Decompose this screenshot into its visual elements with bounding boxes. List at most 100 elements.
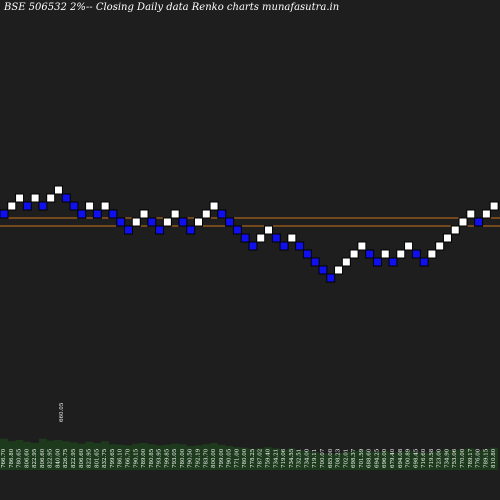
down-brick [310, 257, 320, 267]
x-tick-label: 826.75 [63, 448, 69, 468]
x-tick-label: 780.65 [17, 448, 23, 468]
x-tick-label: 789.17 [468, 448, 474, 468]
up-brick [450, 225, 460, 235]
x-tick-label: 806.60 [79, 448, 85, 468]
down-brick [108, 209, 118, 219]
up-brick [341, 257, 351, 267]
up-brick [194, 217, 203, 227]
x-tick-label: 734.55 [289, 448, 295, 468]
up-brick [357, 241, 367, 251]
x-tick-label: 790.05 [227, 448, 233, 468]
down-brick [123, 225, 133, 235]
x-tick-label: 734.00 [304, 448, 310, 468]
down-brick [302, 249, 312, 259]
chart-title: BSE 506532 2%-- Closing Daily data Renko… [4, 2, 340, 13]
x-tick-label: 790.50 [188, 448, 194, 468]
x-tick-label: 801.65 [94, 448, 100, 468]
down-brick [38, 201, 48, 211]
down-brick [232, 225, 242, 235]
x-tick-label: 776.00 [476, 448, 482, 468]
x-tick-label: 753.06 [452, 448, 458, 468]
x-tick-label: 810.80 [491, 448, 497, 468]
x-tick-label: 700.89 [406, 448, 412, 468]
up-brick [380, 249, 390, 259]
down-brick [22, 201, 32, 211]
up-brick [435, 241, 445, 251]
up-brick [458, 217, 468, 227]
up-brick [404, 241, 414, 251]
x-tick-label: 799.00 [219, 448, 225, 468]
x-axis-labels: 766.70 786.80 780.65 806.60 822.95 806.60 822.… [1, 402, 497, 468]
x-tick-label: 780.00 [180, 448, 186, 468]
down-brick [0, 209, 9, 219]
x-tick-label: 780.00 [242, 448, 248, 468]
x-tick-label: 702.01 [343, 449, 349, 468]
down-brick [474, 217, 484, 227]
spike-label: 660.05 [59, 402, 65, 422]
x-tick-label: 806.60 [40, 448, 46, 468]
x-tick-label: 789.00 [141, 448, 147, 468]
up-brick [442, 233, 452, 243]
up-brick [85, 201, 95, 211]
x-tick-label: 799.65 [110, 448, 116, 468]
down-brick [92, 209, 102, 219]
down-brick [326, 273, 336, 283]
up-brick [481, 209, 491, 219]
up-brick [489, 201, 499, 211]
down-brick [186, 225, 196, 235]
x-tick-label: 799.85 [164, 448, 170, 468]
x-tick-label: 685.00 [328, 448, 334, 468]
down-brick [77, 209, 87, 219]
up-brick [139, 209, 149, 219]
x-tick-label: 790.15 [133, 448, 139, 468]
down-brick [411, 249, 421, 259]
x-tick-label: 822.95 [71, 448, 77, 468]
x-tick-label: 700.07 [320, 448, 326, 468]
x-tick-label: 694.25 [374, 448, 380, 468]
x-tick-label: 783.70 [203, 448, 209, 468]
x-tick-label: 679.40 [390, 448, 396, 468]
x-tick-label: 719.11 [312, 449, 318, 468]
x-tick-label: 822.95 [32, 448, 38, 468]
x-tick-label: 771.00 [234, 448, 240, 468]
down-brick [61, 193, 71, 203]
down-brick [178, 217, 188, 227]
volume-fill [0, 438, 498, 470]
up-brick [131, 217, 141, 227]
down-brick [271, 233, 281, 243]
down-brick [217, 209, 227, 219]
x-tick-label: 694.08 [398, 448, 404, 468]
x-tick-label: 787.02 [258, 449, 264, 468]
x-tick-label: 778.25 [250, 448, 256, 468]
renko-bricks [0, 185, 499, 283]
down-brick [388, 257, 398, 267]
up-brick [256, 233, 266, 243]
x-tick-label: 822.95 [87, 448, 93, 468]
up-brick [209, 201, 219, 211]
x-tick-label: 806.60 [24, 448, 30, 468]
x-tick-label: 840.00 [55, 448, 61, 468]
up-brick [201, 209, 211, 219]
up-brick [162, 217, 172, 227]
up-brick [46, 193, 56, 203]
x-tick-label: 719.58 [429, 448, 435, 468]
down-brick [419, 257, 429, 267]
up-brick [100, 201, 110, 211]
down-brick [147, 217, 157, 227]
up-brick [53, 185, 63, 195]
up-brick [466, 209, 476, 219]
x-tick-label: 696.00 [382, 448, 388, 468]
up-brick [396, 249, 406, 259]
x-tick-label: 793.05 [172, 448, 178, 468]
x-tick-label: 734.90 [444, 448, 450, 468]
down-brick [225, 217, 235, 227]
x-tick-label: 793.95 [157, 448, 163, 468]
x-tick-label: 822.95 [48, 448, 54, 468]
up-brick [427, 249, 437, 259]
down-brick [116, 217, 126, 227]
down-brick [365, 249, 375, 259]
x-tick-label: 698.45 [413, 448, 419, 468]
x-tick-label: 792.19 [196, 448, 202, 468]
